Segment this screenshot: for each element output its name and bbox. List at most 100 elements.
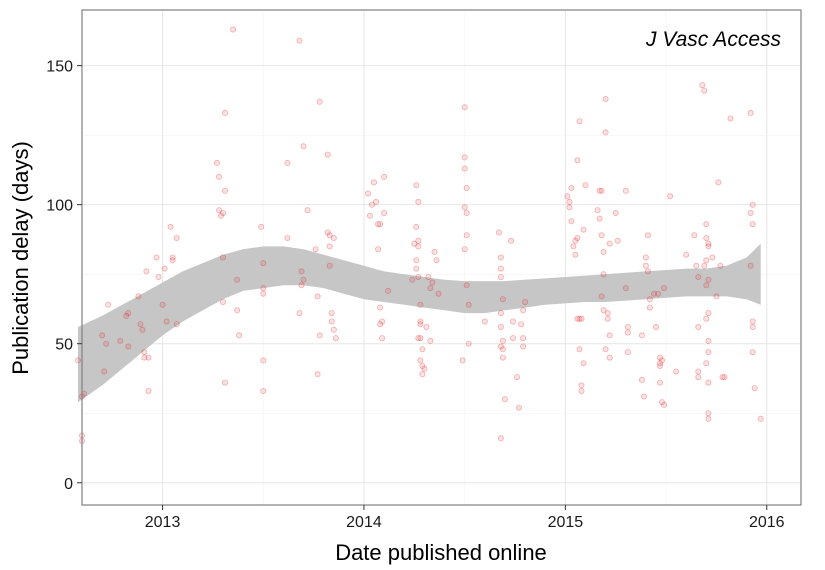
x-tick-label: 2014	[346, 514, 382, 531]
data-point	[465, 340, 472, 347]
data-point	[219, 254, 226, 261]
data-point	[624, 329, 631, 336]
data-point	[260, 285, 267, 292]
data-point	[721, 374, 728, 381]
data-point	[578, 387, 585, 394]
data-point	[377, 221, 384, 228]
data-point	[703, 257, 710, 264]
data-point	[314, 371, 321, 378]
data-point	[326, 232, 333, 239]
data-point	[703, 234, 710, 241]
data-point	[564, 193, 571, 200]
data-point	[481, 318, 488, 325]
data-point	[236, 332, 243, 339]
data-point	[566, 204, 573, 211]
data-point	[298, 282, 305, 289]
data-point	[296, 310, 303, 317]
data-point	[101, 368, 108, 375]
data-point	[497, 435, 504, 442]
data-point	[461, 204, 468, 211]
data-point	[145, 354, 152, 361]
data-point	[509, 335, 516, 342]
data-point	[604, 315, 611, 322]
y-axis-title: Publication delay (days)	[8, 141, 33, 375]
data-point	[638, 332, 645, 339]
data-point	[461, 104, 468, 111]
data-point	[705, 379, 712, 386]
data-point	[507, 237, 514, 244]
data-point	[661, 401, 668, 408]
data-point	[427, 337, 434, 344]
data-point	[602, 129, 609, 136]
data-point	[747, 209, 754, 216]
data-point	[701, 87, 708, 94]
data-point	[326, 243, 333, 250]
data-point	[717, 262, 724, 269]
data-point	[600, 307, 607, 314]
data-point	[75, 357, 82, 364]
data-point	[604, 310, 611, 317]
data-point	[163, 318, 170, 325]
data-point	[332, 335, 339, 342]
data-point	[429, 279, 436, 286]
data-point	[574, 234, 581, 241]
data-point	[221, 379, 228, 386]
data-point	[600, 248, 607, 255]
data-point	[413, 265, 420, 272]
data-point	[705, 415, 712, 422]
data-point	[572, 237, 579, 244]
data-point	[659, 357, 666, 364]
data-point	[435, 290, 442, 297]
data-point	[234, 307, 241, 314]
data-point	[497, 254, 504, 261]
data-point	[298, 268, 305, 275]
data-point	[520, 343, 527, 350]
data-point	[425, 273, 432, 280]
data-point	[304, 207, 311, 214]
data-point	[691, 232, 698, 239]
data-point	[461, 165, 468, 172]
data-point	[705, 240, 712, 247]
y-tick-label: 0	[64, 476, 73, 493]
data-point	[749, 201, 756, 208]
data-point	[659, 399, 666, 406]
data-point	[657, 379, 664, 386]
data-point	[419, 362, 426, 369]
data-point	[284, 159, 291, 166]
data-point	[499, 337, 506, 344]
data-point	[375, 246, 382, 253]
data-point	[578, 382, 585, 389]
data-point	[221, 187, 228, 194]
data-point	[284, 234, 291, 241]
data-point	[219, 209, 226, 216]
data-point	[324, 229, 331, 236]
data-point	[312, 246, 319, 253]
data-point	[413, 223, 420, 230]
x-axis-title: Date published online	[335, 540, 547, 565]
data-point	[173, 234, 180, 241]
data-point	[123, 312, 130, 319]
data-point	[125, 343, 132, 350]
y-tick-label: 150	[46, 59, 73, 76]
data-point	[747, 262, 754, 269]
data-point	[419, 346, 426, 353]
data-point	[701, 262, 708, 269]
data-point	[576, 118, 583, 125]
data-point	[316, 98, 323, 105]
data-point	[145, 387, 152, 394]
data-point	[614, 237, 621, 244]
data-point	[602, 96, 609, 103]
x-tick-label: 2016	[749, 514, 785, 531]
data-point	[580, 360, 587, 367]
data-point	[651, 290, 658, 297]
data-point	[520, 307, 527, 314]
data-point	[574, 157, 581, 164]
data-point	[703, 221, 710, 228]
data-point	[139, 326, 146, 333]
data-point	[409, 276, 416, 283]
data-point	[415, 198, 422, 205]
data-point	[103, 340, 110, 347]
data-point	[598, 293, 605, 300]
data-point	[417, 321, 424, 328]
data-point	[413, 257, 420, 264]
